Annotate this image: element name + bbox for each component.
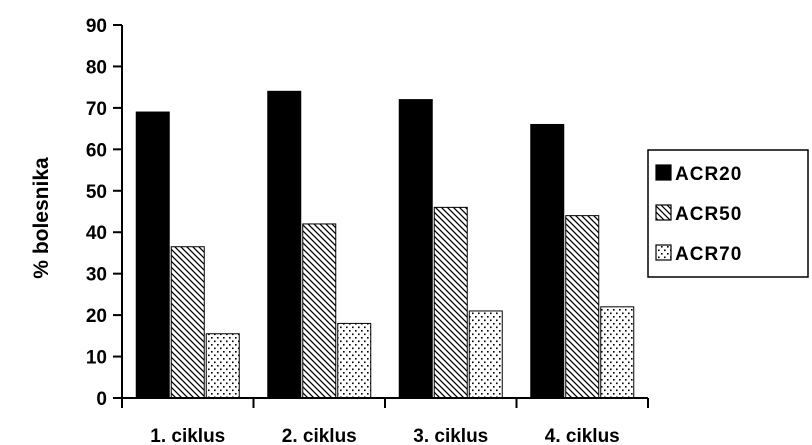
y-tick-label: 90 <box>86 16 107 37</box>
bar-acr70-1 <box>205 333 240 399</box>
bar-acr50-1 <box>170 246 205 399</box>
legend-label: ACR70 <box>675 244 742 265</box>
legend: ACR20 ACR50 ACR70 <box>647 149 809 278</box>
x-category-label: 2. ciklus <box>282 426 357 445</box>
y-tick-label: 60 <box>86 140 107 161</box>
y-axis-label: % bolesnika <box>30 157 53 279</box>
x-category-label: 1. ciklus <box>150 426 225 445</box>
bar-acr70-2 <box>337 322 372 399</box>
legend-swatch-acr20 <box>655 164 672 181</box>
y-tick-label: 70 <box>86 99 107 120</box>
bar-acr70-4 <box>600 306 635 399</box>
bar-acr20-1 <box>135 111 170 399</box>
category-labels: 1. ciklus 2. ciklus 3. ciklus 4. ciklus <box>150 426 620 445</box>
axes <box>121 25 649 408</box>
bar-acr20-2 <box>267 90 302 399</box>
bar-acr20-3 <box>398 99 433 399</box>
legend-label: ACR20 <box>675 164 742 185</box>
y-tick-label: 40 <box>86 223 107 244</box>
bar-acr50-4 <box>565 215 600 399</box>
y-tick-label: 30 <box>86 265 107 286</box>
x-category-label: 4. ciklus <box>545 426 620 445</box>
bar-acr70-3 <box>468 310 503 399</box>
legend-swatch-acr50 <box>655 204 672 221</box>
legend-box <box>647 149 809 278</box>
y-tick-label: 0 <box>96 389 107 410</box>
y-tick-label: 50 <box>86 182 107 203</box>
bar-acr50-2 <box>302 223 337 399</box>
y-tick-label: 10 <box>86 348 107 369</box>
y-tick-label: 20 <box>86 306 107 327</box>
legend-swatch-acr70 <box>655 244 672 261</box>
y-axis-ticks: 0 10 20 30 40 50 60 70 80 90 <box>86 16 122 410</box>
legend-label: ACR50 <box>675 204 742 225</box>
bar-acr20-4 <box>530 123 565 399</box>
bars <box>135 90 635 399</box>
bar-acr50-3 <box>433 206 468 399</box>
x-category-label: 3. ciklus <box>413 426 488 445</box>
y-tick-label: 80 <box>86 57 107 78</box>
